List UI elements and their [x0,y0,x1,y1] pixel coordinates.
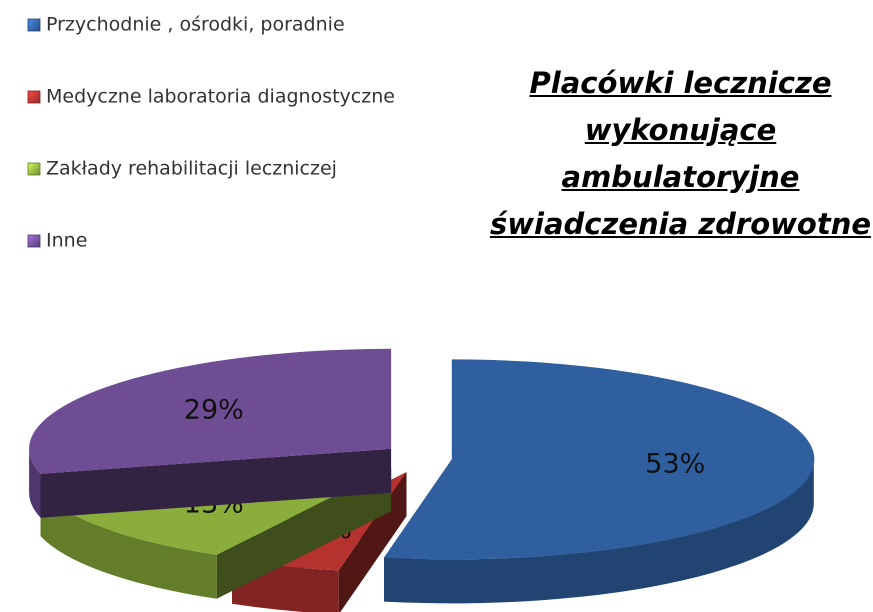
legend-label: Medyczne laboratoria diagnostyczne [46,86,395,108]
legend-swatch [27,162,41,176]
data-label: 53% [645,449,705,480]
legend-swatch [27,90,41,104]
slice-wall [29,448,41,518]
legend-label: Przychodnie , ośrodki, poradnie [46,14,345,36]
slice-top [29,348,392,474]
legend-label: Inne [46,230,87,252]
pie-slice [29,348,392,518]
pie-slice [384,359,815,604]
slice-top [384,359,815,560]
legend-swatch [27,234,41,248]
legend-label: Zakłady rehabilitacji leczniczej [46,158,337,180]
slice-side-face [40,448,392,518]
data-label: 29% [184,394,244,425]
slice-wall [384,459,814,604]
legend-swatch [27,18,41,32]
chart-title: Placówki lecznicze wykonujące ambulatory… [489,66,872,241]
slice-wall [40,492,217,599]
